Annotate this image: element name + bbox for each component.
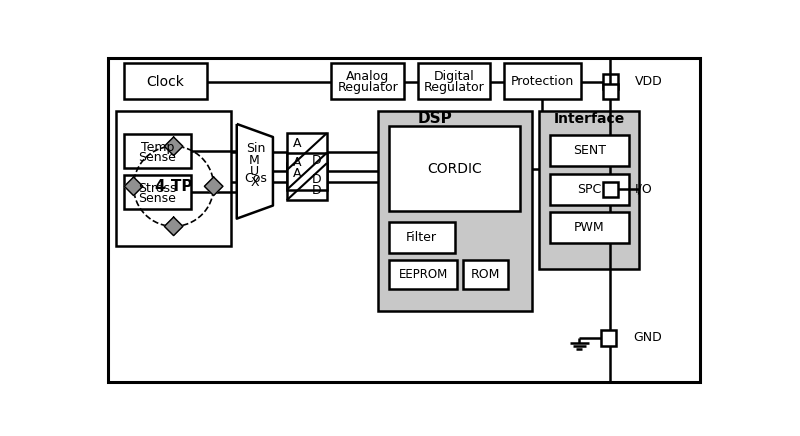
- Text: SPC: SPC: [578, 183, 602, 196]
- Bar: [463, 260, 508, 290]
- Polygon shape: [164, 217, 183, 235]
- Text: D: D: [312, 173, 322, 186]
- Text: Clock: Clock: [146, 75, 184, 89]
- Bar: [504, 63, 581, 99]
- Bar: [550, 136, 629, 166]
- Bar: [378, 111, 532, 311]
- Bar: [123, 175, 191, 209]
- Text: A: A: [293, 136, 301, 150]
- Text: A: A: [293, 167, 301, 180]
- Polygon shape: [237, 124, 273, 218]
- Text: GND: GND: [634, 331, 662, 344]
- Text: Cos: Cos: [245, 172, 267, 185]
- Bar: [550, 212, 629, 243]
- Bar: [601, 330, 616, 346]
- Bar: [602, 84, 618, 99]
- Text: Regulator: Regulator: [338, 81, 398, 94]
- Text: I/O: I/O: [635, 183, 653, 196]
- Text: D: D: [312, 153, 322, 167]
- Text: M: M: [249, 154, 260, 167]
- Bar: [123, 134, 191, 168]
- Bar: [602, 182, 618, 197]
- Bar: [390, 260, 457, 290]
- Text: U: U: [250, 165, 259, 178]
- Text: Stress: Stress: [138, 182, 177, 195]
- Bar: [331, 63, 404, 99]
- Bar: [390, 222, 454, 253]
- Bar: [287, 133, 327, 170]
- Text: Filter: Filter: [406, 232, 437, 245]
- Text: X: X: [250, 176, 258, 188]
- Text: Regulator: Regulator: [423, 81, 484, 94]
- Bar: [550, 174, 629, 205]
- Bar: [539, 111, 639, 269]
- Text: Sense: Sense: [138, 192, 176, 205]
- Bar: [418, 63, 490, 99]
- Text: Analog: Analog: [346, 71, 390, 83]
- Text: Sense: Sense: [138, 151, 176, 164]
- Text: EEPROM: EEPROM: [398, 268, 448, 281]
- Text: Interface: Interface: [554, 112, 625, 126]
- Text: D: D: [312, 184, 322, 197]
- Text: CORDIC: CORDIC: [427, 162, 482, 176]
- Bar: [287, 163, 327, 200]
- Polygon shape: [164, 137, 183, 156]
- Text: Sin: Sin: [246, 142, 266, 155]
- Text: PWM: PWM: [574, 221, 605, 235]
- Bar: [123, 63, 206, 99]
- Text: SENT: SENT: [573, 144, 606, 157]
- Polygon shape: [205, 177, 223, 195]
- Bar: [287, 153, 327, 190]
- Bar: [116, 111, 231, 245]
- Text: Digital: Digital: [434, 71, 474, 83]
- Text: DSP: DSP: [418, 111, 452, 126]
- Text: 4 TP: 4 TP: [155, 179, 192, 194]
- Text: Protection: Protection: [511, 75, 574, 88]
- Text: VDD: VDD: [635, 75, 662, 88]
- Bar: [602, 74, 618, 89]
- Text: A: A: [293, 157, 301, 169]
- Text: Temp: Temp: [141, 141, 174, 154]
- Text: ROM: ROM: [470, 268, 500, 281]
- Polygon shape: [124, 177, 143, 195]
- Bar: [390, 126, 520, 211]
